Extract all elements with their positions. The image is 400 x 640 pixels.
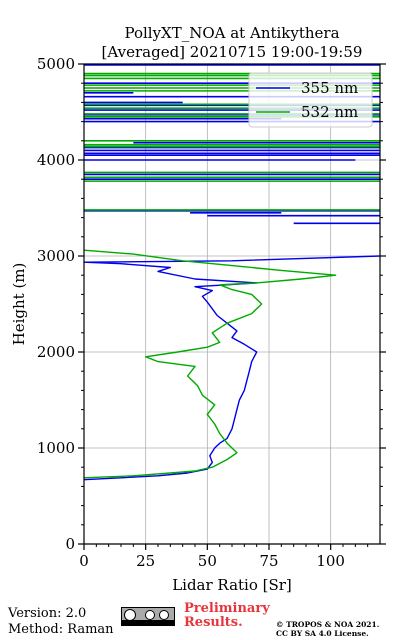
x-tick-label-3: 75 (259, 552, 278, 570)
copyright-notice: © TROPOS & NOA 2021. CC BY SA 4.0 Licens… (276, 620, 379, 638)
cc-license-badge[interactable] (121, 607, 175, 626)
y-tick-label-3: 3000 (37, 247, 75, 265)
x-tick-label-0: 0 (79, 552, 89, 570)
legend: 355 nm 532 nm (248, 72, 373, 128)
preliminary-notice: Preliminary Results. (184, 602, 270, 630)
legend-label-0: 355 nm (301, 79, 358, 97)
version-text: Version: 2.0 (8, 606, 87, 621)
y-tick-label-0: 0 (65, 535, 75, 553)
copyright-line-1: © TROPOS & NOA 2021. (276, 620, 380, 629)
x-tick-label-4: 100 (316, 552, 345, 570)
legend-label-1: 532 nm (301, 103, 358, 121)
series-line-0 (83, 255, 381, 481)
series-line-1 (83, 249, 337, 479)
by-icon (145, 610, 155, 620)
sa-icon (159, 610, 169, 620)
legend-box (248, 72, 373, 128)
y-tick-label-2: 2000 (37, 343, 75, 361)
y-tick-label-5: 5000 (37, 55, 75, 73)
chart-subtitle: [Averaged] 20210715 19:00-19:59 (102, 43, 363, 61)
x-tick-label-1: 25 (136, 552, 155, 570)
x-axis-label: Lidar Ratio [Sr] (172, 576, 292, 594)
y-axis-label: Height (m) (10, 263, 28, 346)
y-tick-label-4: 4000 (37, 151, 75, 169)
x-tick-label-2: 50 (198, 552, 217, 570)
badge-strip (122, 620, 174, 626)
preliminary-line-1: Preliminary (184, 601, 270, 616)
preliminary-line-2: Results. (184, 615, 243, 630)
copyright-line-2: CC BY SA 4.0 License. (276, 629, 369, 638)
method-text: Method: Raman (8, 622, 114, 637)
chart-title: PollyXT_NOA at Antikythera (124, 24, 339, 42)
y-tick-label-1: 1000 (37, 439, 75, 457)
